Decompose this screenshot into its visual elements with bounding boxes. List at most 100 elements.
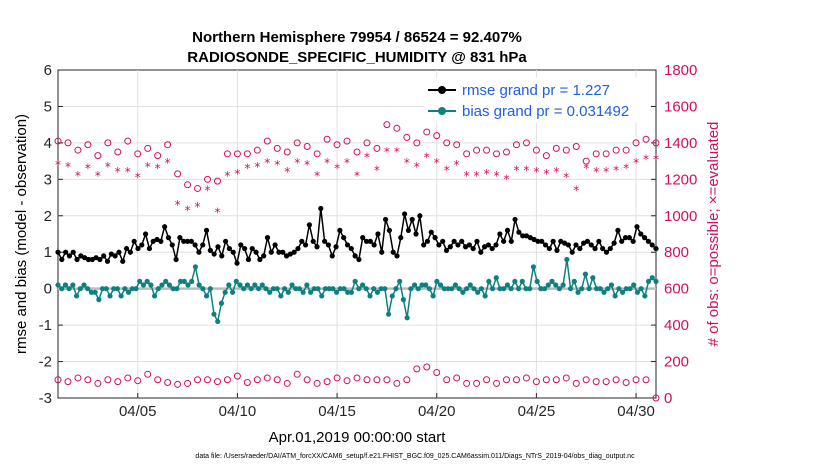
obs-possible-marker xyxy=(443,376,451,384)
bias-point xyxy=(103,286,109,292)
bias-point xyxy=(137,278,143,284)
obs-possible-marker xyxy=(263,137,271,145)
y-left-tick-label: -2 xyxy=(39,354,52,371)
y-axis-right-label: # of obs: o=possible; ×=evaluated xyxy=(705,122,722,347)
obs-possible-marker xyxy=(632,376,640,384)
rmse-point xyxy=(413,231,419,237)
obs-possible-marker xyxy=(453,141,461,149)
y-right-tick-label: 1600 xyxy=(664,98,697,115)
obs-possible-marker xyxy=(493,150,501,158)
rmse-point xyxy=(112,253,118,259)
x-tick-label: 04/15 xyxy=(318,403,356,420)
obs-evaluated-marker: * xyxy=(55,158,61,172)
bias-point xyxy=(608,282,615,288)
obs-possible-marker xyxy=(84,376,92,384)
rmse-point xyxy=(226,245,233,252)
bias-point xyxy=(374,289,381,295)
rmse-point xyxy=(63,249,69,255)
rmse-point xyxy=(440,238,446,244)
rmse-point xyxy=(493,242,499,248)
obs-possible-marker xyxy=(393,124,401,132)
bias-point xyxy=(285,289,291,295)
bias-point xyxy=(616,286,622,292)
y-right-tick-label: 200 xyxy=(664,354,689,371)
rmse-point xyxy=(101,253,107,259)
y-left-tick-label: -1 xyxy=(39,317,52,334)
rmse-point xyxy=(302,242,309,248)
bias-point xyxy=(538,286,544,292)
bias-point xyxy=(59,286,65,292)
bias-point xyxy=(623,286,629,292)
bias-point xyxy=(330,286,336,292)
bias-point xyxy=(423,282,429,288)
chart-title-line2: RADIOSONDE_SPECIFIC_HUMIDITY @ 831 hPa xyxy=(187,49,527,66)
rmse-point xyxy=(443,247,450,253)
obs-possible-marker xyxy=(283,148,291,156)
bias-point xyxy=(527,286,533,292)
rmse-point xyxy=(421,242,427,248)
obs-possible-marker xyxy=(243,379,251,387)
obs-evaluated-marker: * xyxy=(454,158,460,172)
obs-possible-marker xyxy=(582,157,590,165)
rmse-point xyxy=(322,238,328,244)
y-axis-left-label: rmse and bias (model - observation) xyxy=(13,114,30,354)
bias-point xyxy=(267,289,273,295)
bias-point xyxy=(549,278,555,284)
x-tick-label: 04/05 xyxy=(119,403,157,420)
rmse-point xyxy=(394,253,400,259)
rmse-point xyxy=(603,249,610,255)
obs-evaluated-marker: * xyxy=(563,171,569,185)
bias-point xyxy=(255,286,262,292)
obs-evaluated-marker: * xyxy=(414,160,420,174)
bias-point xyxy=(73,293,80,299)
rmse-point xyxy=(173,256,179,263)
obs-possible-marker xyxy=(363,139,371,147)
rmse-point xyxy=(424,238,431,244)
rmse-point xyxy=(508,238,514,244)
bias-point xyxy=(534,278,540,284)
rmse-point xyxy=(230,249,236,255)
plot-area xyxy=(57,69,657,399)
obs-possible-marker xyxy=(552,376,560,384)
rmse-point xyxy=(276,249,282,255)
obs-possible-marker xyxy=(413,365,421,373)
obs-possible-marker xyxy=(333,374,341,382)
rmse-point xyxy=(379,249,385,255)
bias-point xyxy=(170,286,176,292)
obs-possible-marker xyxy=(353,148,361,156)
obs-possible-marker xyxy=(532,146,540,154)
bias-point xyxy=(296,286,303,292)
obs-evaluated-marker: * xyxy=(444,163,450,177)
rmse-point xyxy=(501,238,507,244)
rmse-point xyxy=(554,247,560,253)
bias-point xyxy=(304,282,310,288)
obs-possible-marker xyxy=(104,139,112,147)
bias-point xyxy=(515,286,522,292)
obs-possible-marker xyxy=(94,379,102,387)
rmse-point xyxy=(146,245,153,252)
bias-point xyxy=(125,289,132,295)
obs-possible-marker xyxy=(74,146,82,154)
rmse-point xyxy=(169,242,175,248)
bias-point xyxy=(512,278,518,284)
bias-point xyxy=(634,289,641,295)
obs-possible-marker xyxy=(612,146,620,154)
obs-possible-marker xyxy=(592,150,600,158)
bias-point xyxy=(367,293,373,299)
rmse-point xyxy=(641,235,648,241)
obs-possible-marker xyxy=(423,363,431,371)
bias-point xyxy=(348,289,355,295)
obs-possible-marker xyxy=(602,378,610,386)
obs-evaluated-marker: * xyxy=(543,167,549,181)
rmse-point xyxy=(348,245,354,252)
bias-point xyxy=(196,282,202,288)
obs-evaluated-marker: * xyxy=(214,205,220,219)
rmse-point xyxy=(520,233,526,239)
bias-point xyxy=(352,278,358,284)
rmse-point xyxy=(367,238,373,244)
bias-point xyxy=(371,286,377,292)
bias-point xyxy=(460,289,466,295)
y-right-tick-label: 1800 xyxy=(664,62,697,79)
bias-point xyxy=(66,286,72,292)
rmse-point xyxy=(535,238,541,244)
